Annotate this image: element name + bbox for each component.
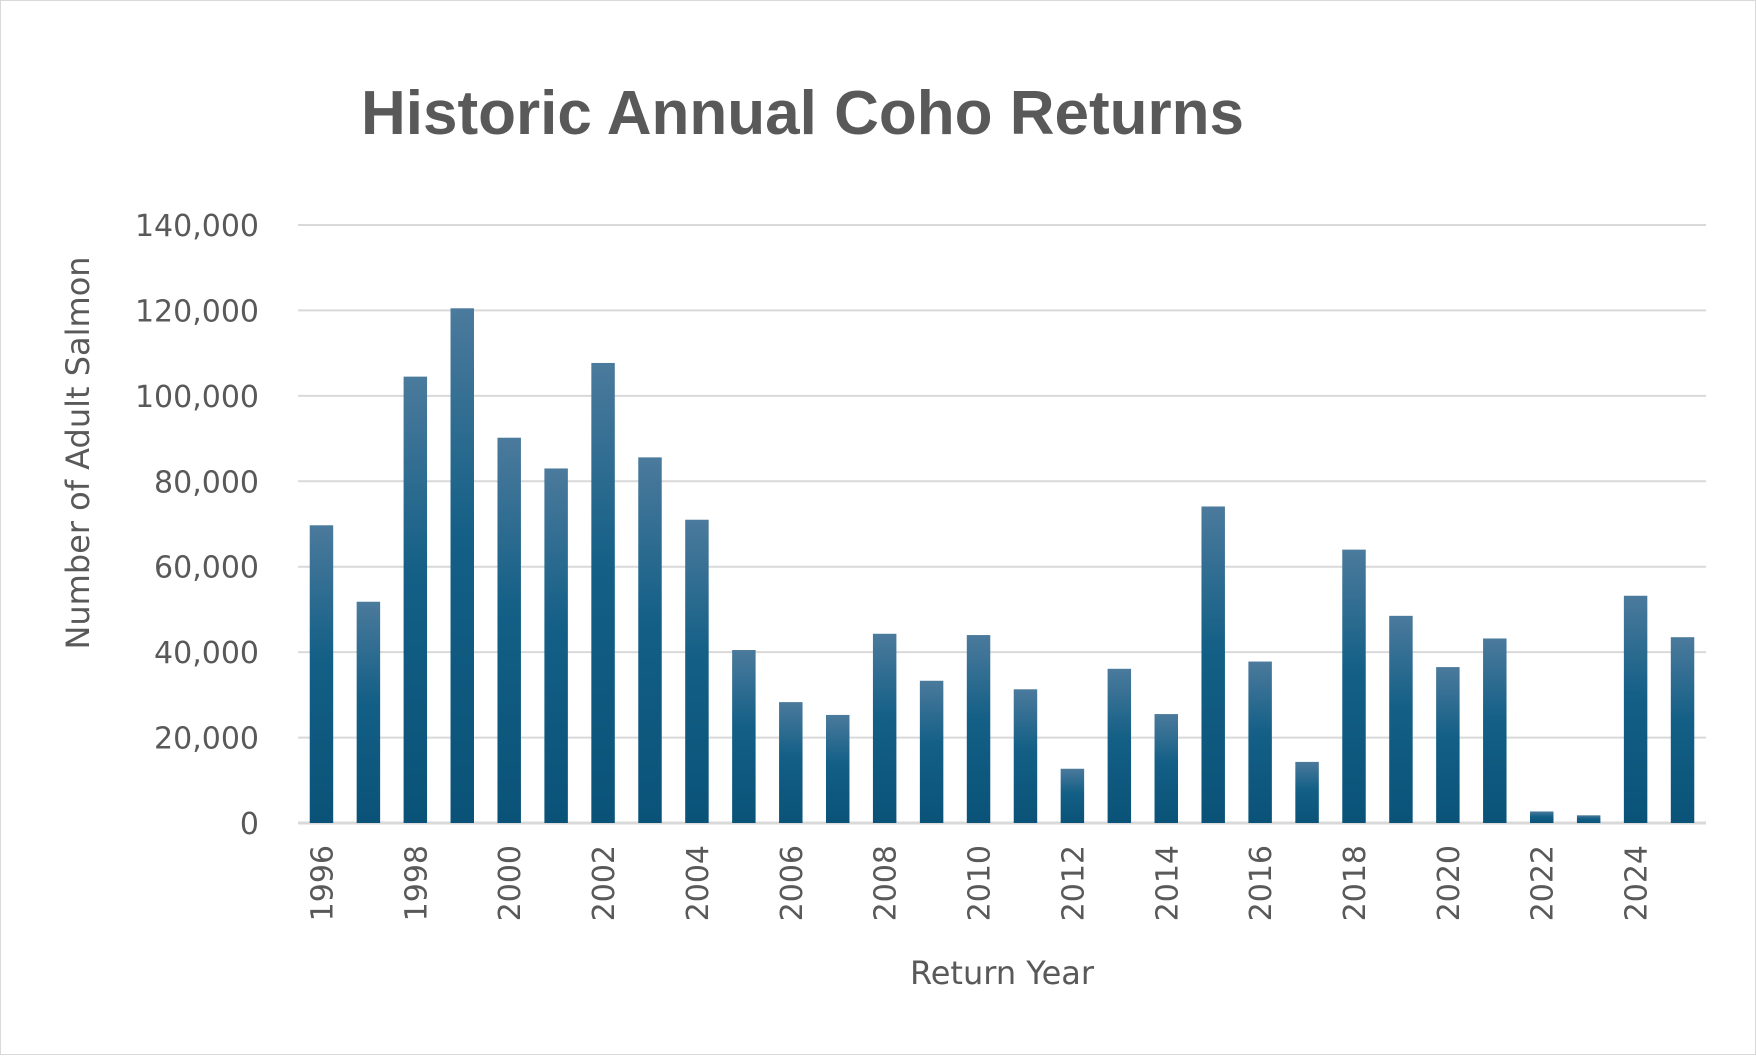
x-tick-label: 2008 bbox=[869, 845, 904, 921]
bar-2000 bbox=[497, 437, 521, 823]
bar-2001 bbox=[544, 468, 568, 823]
x-axis-ticks: 1996 1998 2000 2002 2004 2006 2008 2010 2012 2014… bbox=[305, 845, 1654, 921]
x-tick-label: 2002 bbox=[587, 845, 622, 921]
bar-2004 bbox=[685, 519, 709, 823]
x-tick-label: 1998 bbox=[399, 845, 434, 921]
bar-2023 bbox=[1576, 815, 1601, 823]
bars bbox=[309, 308, 1695, 823]
x-tick-label: 2018 bbox=[1338, 845, 1373, 921]
y-tick-label: 120,000 bbox=[135, 294, 259, 329]
y-tick-label: 100,000 bbox=[135, 380, 259, 415]
bar-2009 bbox=[919, 680, 944, 823]
bar-2016 bbox=[1248, 661, 1272, 823]
x-tick-label: 2012 bbox=[1056, 845, 1091, 921]
x-tick-label: 2004 bbox=[681, 845, 716, 921]
y-tick-label: 80,000 bbox=[154, 465, 259, 500]
bar-1998 bbox=[403, 376, 428, 823]
bar-2008 bbox=[872, 633, 897, 823]
x-tick-label: 2000 bbox=[493, 845, 528, 921]
x-tick-label: 2010 bbox=[963, 845, 998, 921]
bar-1999 bbox=[450, 308, 474, 823]
x-tick-label: 2014 bbox=[1150, 845, 1185, 921]
bar-1997 bbox=[356, 601, 381, 823]
x-tick-label: 2016 bbox=[1244, 845, 1279, 921]
x-tick-label: 2024 bbox=[1620, 845, 1655, 921]
bar-2021 bbox=[1483, 638, 1507, 823]
bar-2017 bbox=[1295, 761, 1319, 823]
bar-2007 bbox=[826, 714, 850, 823]
y-tick-label: 40,000 bbox=[154, 636, 259, 671]
bar-2020 bbox=[1436, 667, 1460, 823]
x-axis-label: Return Year bbox=[910, 954, 1095, 992]
bar-2003 bbox=[638, 457, 662, 823]
bar-2012 bbox=[1060, 768, 1085, 823]
y-tick-label: 0 bbox=[240, 807, 259, 842]
bar-2011 bbox=[1013, 689, 1038, 823]
x-tick-label: 1996 bbox=[305, 845, 340, 921]
y-axis-label: Number of Adult Salmon bbox=[59, 256, 97, 649]
x-tick-label: 2022 bbox=[1526, 845, 1561, 921]
x-tick-label: 2020 bbox=[1432, 845, 1467, 921]
bar-2014 bbox=[1154, 714, 1178, 823]
bar-1996 bbox=[309, 525, 334, 823]
chart-title: Historic Annual Coho Returns bbox=[361, 79, 1244, 148]
bar-2010 bbox=[966, 635, 991, 823]
y-tick-label: 140,000 bbox=[135, 209, 259, 244]
y-tick-label: 20,000 bbox=[154, 722, 259, 757]
bar-2005 bbox=[732, 650, 756, 823]
x-tick-label: 2006 bbox=[775, 845, 810, 921]
bar-2025 bbox=[1670, 637, 1695, 823]
y-axis-ticks: 0 20,000 40,000 60,000 80,000 100,000 120,000 1… bbox=[135, 209, 259, 842]
bar-2006 bbox=[779, 702, 803, 823]
bar-2024 bbox=[1623, 595, 1648, 823]
bar-2022 bbox=[1530, 811, 1554, 823]
bar-2018 bbox=[1342, 549, 1366, 823]
y-tick-label: 60,000 bbox=[154, 551, 259, 586]
bar-2002 bbox=[591, 362, 615, 823]
bar-2015 bbox=[1201, 506, 1225, 823]
gridlines bbox=[298, 224, 1706, 825]
bar-2013 bbox=[1107, 668, 1132, 823]
bar-2019 bbox=[1389, 615, 1413, 823]
